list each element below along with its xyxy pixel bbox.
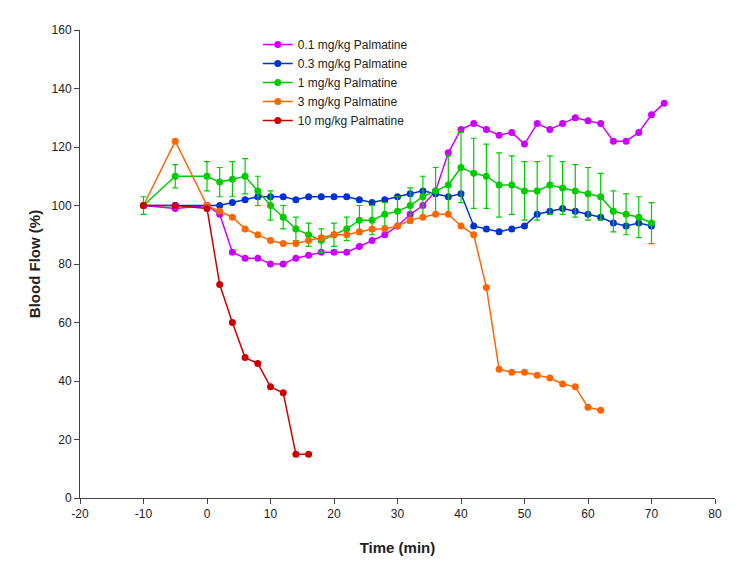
svg-text:Time (min): Time (min) <box>360 539 436 556</box>
svg-text:50: 50 <box>518 507 532 521</box>
svg-text:-10: -10 <box>135 507 153 521</box>
svg-text:30: 30 <box>391 507 405 521</box>
svg-text:3 mg/kg Palmatine: 3 mg/kg Palmatine <box>298 95 398 109</box>
svg-text:140: 140 <box>52 82 72 96</box>
svg-text:Blood Flow (%): Blood Flow (%) <box>26 210 43 318</box>
svg-text:10: 10 <box>264 507 278 521</box>
svg-text:20: 20 <box>327 507 341 521</box>
svg-text:0.3 mg/kg Palmatine: 0.3 mg/kg Palmatine <box>298 57 408 71</box>
svg-text:60: 60 <box>581 507 595 521</box>
svg-text:0.1 mg/kg Palmatine: 0.1 mg/kg Palmatine <box>298 38 408 52</box>
svg-text:80: 80 <box>708 507 722 521</box>
svg-text:20: 20 <box>58 433 72 447</box>
svg-text:100: 100 <box>52 199 72 213</box>
svg-text:1 mg/kg Palmatine: 1 mg/kg Palmatine <box>298 76 398 90</box>
svg-text:0: 0 <box>65 491 72 505</box>
svg-text:10 mg/kg Palmatine: 10 mg/kg Palmatine <box>298 114 404 128</box>
svg-text:80: 80 <box>58 257 72 271</box>
svg-text:70: 70 <box>645 507 659 521</box>
svg-text:40: 40 <box>58 374 72 388</box>
svg-text:60: 60 <box>58 316 72 330</box>
svg-text:120: 120 <box>52 140 72 154</box>
svg-text:40: 40 <box>454 507 468 521</box>
svg-text:0: 0 <box>204 507 211 521</box>
svg-text:-20: -20 <box>71 507 89 521</box>
svg-text:160: 160 <box>52 23 72 37</box>
